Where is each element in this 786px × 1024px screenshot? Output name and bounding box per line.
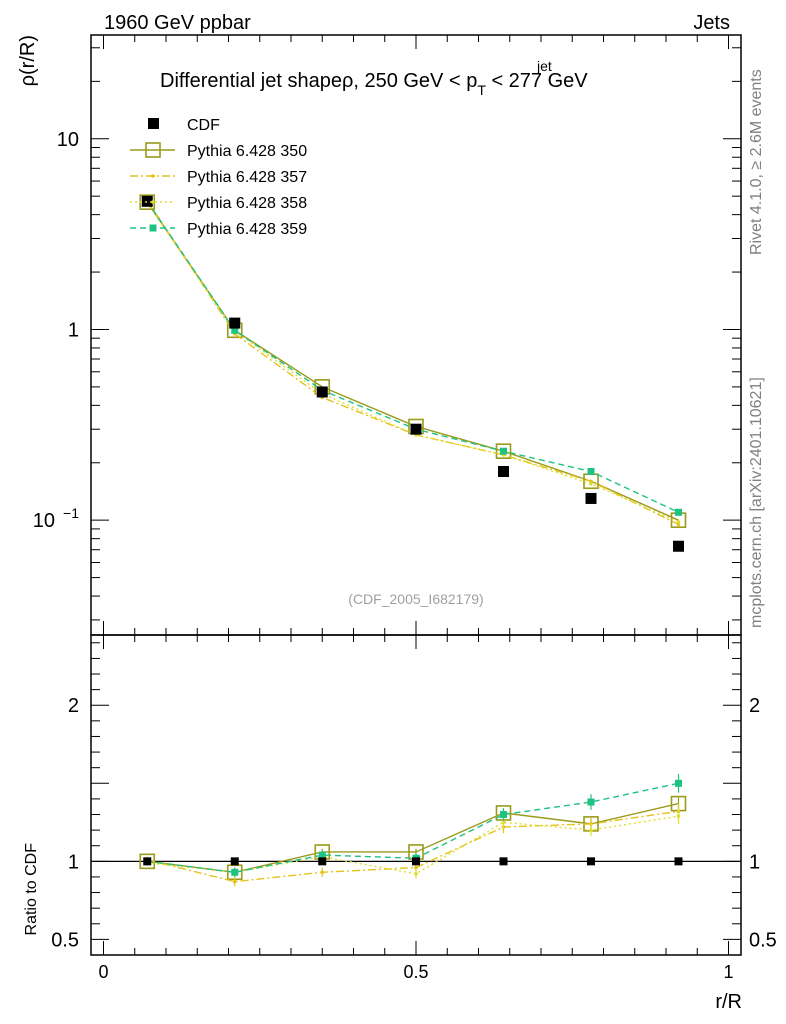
energy-label: 1960 GeV ppbar (104, 12, 251, 34)
data-series (141, 195, 684, 552)
series-point (500, 447, 507, 455)
ratio-point (231, 868, 239, 876)
ratio-point (501, 820, 506, 825)
ratio-point (500, 811, 507, 819)
analysis-label: (CDF_2005_I682179) (348, 591, 483, 607)
series-point (231, 326, 239, 334)
series-point (675, 508, 682, 516)
data-point (585, 492, 597, 504)
series-1 (145, 198, 681, 527)
y-tick-label: 1 (68, 319, 79, 341)
title-main: Differential jet shapeρ, 250 GeV < p (160, 70, 477, 92)
x-tick-label: 0.5 (403, 962, 428, 982)
ratio-point (676, 814, 681, 818)
ratio-frame (90, 634, 742, 956)
legend-label: Pythia 6.428 350 (187, 143, 307, 160)
series-point (676, 520, 681, 524)
series-point (495, 443, 512, 459)
ratio-point (414, 872, 418, 876)
title-tail: < 277 GeV (486, 70, 588, 92)
data-ratio-point (499, 857, 508, 866)
data-point (316, 386, 328, 398)
main-plot: 10 1 10 −1 (33, 34, 742, 955)
series-line (146, 202, 679, 523)
ratio-y-tick-label: 0.5 (51, 929, 79, 951)
x-tick-label: 0 (98, 962, 108, 982)
legend-label: Pythia 6.428 357 (187, 169, 307, 186)
series-3 (143, 197, 682, 516)
ratio-y-axis-label: Ratio to CDF (23, 843, 40, 936)
source-label: mcplots.cern.ch [arXiv:2401.10621] (748, 377, 765, 628)
y-tick-label: 10 (57, 129, 79, 151)
title-sup: jet (536, 58, 552, 74)
ratio-y-tick-label: 2 (68, 695, 79, 717)
ratio-point (232, 879, 237, 884)
data-ratio-point (674, 857, 683, 866)
ratio-series-0 (139, 795, 687, 881)
data-point (141, 195, 153, 207)
ratio-y-tick-label-right: 0.5 (749, 929, 777, 951)
ratio-point (587, 798, 595, 806)
legend-marker (145, 142, 161, 158)
data-point (673, 540, 684, 552)
data-ratio-point (412, 857, 420, 866)
ratio-y-tick-label-right: 2 (749, 695, 760, 717)
data-ratio-point (143, 857, 152, 866)
y-axis-label: ρ(r/R) (17, 35, 39, 86)
ratio-point (414, 865, 418, 870)
x-axis-label: r/R (715, 991, 742, 1013)
series-line (146, 200, 679, 513)
data-point (229, 317, 241, 329)
data-ratio-point (587, 857, 595, 866)
legend-label: Pythia 6.428 359 (187, 221, 307, 238)
ratio-point (675, 779, 682, 787)
data-ratio-series (143, 857, 683, 866)
ratio-point (318, 851, 326, 859)
title-sub: T (477, 82, 486, 98)
x-tick-label: 1 (723, 962, 733, 982)
legend-data-label: CDF (187, 117, 220, 134)
ratio-point (320, 870, 325, 875)
legend-marker (149, 224, 157, 232)
series-point (676, 522, 681, 527)
data-ratio-point (230, 857, 239, 866)
series-point (589, 482, 593, 486)
chart-title: Differential jet shapeρ, 250 GeV < pT < … (160, 70, 588, 98)
data-point (410, 423, 422, 435)
series-0 (139, 194, 687, 528)
series-point (589, 479, 593, 484)
legend-marker (151, 200, 155, 204)
data-ratio-point (318, 857, 327, 866)
legend-label: Pythia 6.428 358 (187, 195, 307, 212)
ratio-y-tick-label: 1 (68, 851, 79, 873)
ratio-y-tick-label-right: 1 (749, 851, 760, 873)
legend-marker (151, 174, 155, 178)
legend: CDF Pythia 6.428 350 Pythia 6.428 357 Pythi… (130, 117, 307, 238)
y-tick-label: 10 (33, 510, 55, 532)
data-point (498, 465, 509, 477)
ratio-point (589, 828, 593, 832)
series-line (146, 201, 679, 521)
legend-data-marker (148, 118, 159, 129)
y-tick-label-exponent: −1 (63, 505, 79, 521)
series-point (587, 467, 595, 475)
category-label: Jets (693, 12, 730, 34)
version-label: Rivet 4.1.0, ≥ 2.6M events (748, 69, 765, 255)
ratio-plot: 0 0.5 1 2 2 1 1 0.5 0.5 (51, 634, 777, 982)
